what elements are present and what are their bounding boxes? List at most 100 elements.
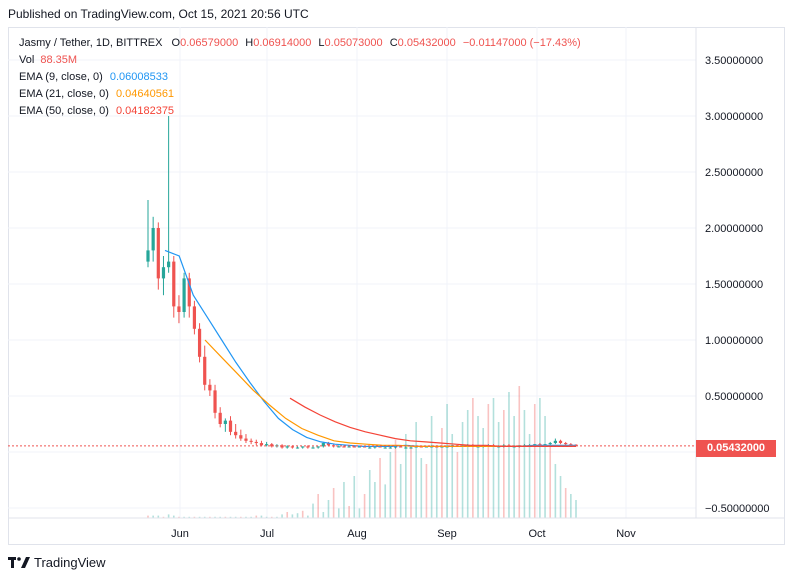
- volume-bar: [539, 398, 541, 518]
- volume-bar: [430, 416, 433, 518]
- candle-body: [347, 446, 351, 448]
- volume-bar: [281, 514, 283, 518]
- volume-bar: [260, 515, 263, 518]
- legend-vol-value: 88.35M: [40, 54, 78, 66]
- candle-body: [280, 445, 284, 448]
- candle-body: [161, 267, 166, 279]
- volume-bar: [265, 516, 268, 518]
- candle-body: [311, 447, 315, 449]
- chart-pane[interactable]: [8, 27, 785, 545]
- volume-bar: [405, 434, 407, 518]
- volume-bar: [497, 422, 500, 518]
- volume-bar: [389, 452, 392, 518]
- volume-bar: [152, 515, 154, 518]
- legend-open-value: 0.06579000: [180, 37, 239, 49]
- ema50-line: [289, 397, 576, 447]
- volume-bar: [147, 515, 149, 518]
- volume-bar: [466, 410, 469, 518]
- legend-low-value: 0.05073000: [324, 37, 383, 49]
- volume-bar: [301, 510, 304, 518]
- footer-branding[interactable]: TradingView: [8, 555, 106, 570]
- volume-bar: [523, 410, 526, 518]
- candle-body: [239, 435, 243, 439]
- candle-body: [249, 440, 253, 442]
- legend-ema9-value: 0.06008533: [109, 71, 168, 83]
- volume-bar: [307, 515, 309, 518]
- legend-symbol[interactable]: Jasmy / Tether, 1D, BITTREX: [19, 37, 163, 49]
- volume-bar: [157, 515, 160, 518]
- candle-body: [244, 438, 248, 441]
- volume-bar: [270, 516, 273, 518]
- volume-bar: [399, 464, 402, 518]
- legend-change: −0.01147000 (−17.43%): [462, 37, 581, 49]
- tradingview-logo-text: TradingView: [34, 555, 106, 570]
- volume-bar: [296, 513, 299, 518]
- volume-bar: [533, 404, 536, 518]
- volume-bar: [343, 482, 345, 518]
- legend-low-label: L: [318, 37, 325, 49]
- legend-ema50-value: 0.04182375: [115, 105, 175, 117]
- volume-bar: [544, 416, 546, 518]
- volume-bar: [554, 464, 557, 518]
- time-axis-label: Jul: [260, 528, 274, 540]
- ema21-line: [204, 339, 576, 447]
- volume-bar: [286, 512, 289, 518]
- volume-bar: [162, 516, 165, 518]
- volume-bar: [337, 508, 340, 518]
- legend-ema50-row[interactable]: EMA (50, close, 0) 0.04182375: [19, 103, 581, 120]
- volume-bar: [487, 404, 490, 518]
- volume-bar: [245, 516, 247, 518]
- volume-bar: [374, 482, 376, 518]
- volume-bar: [518, 386, 521, 518]
- volume-bar: [193, 516, 196, 518]
- candle-body: [326, 443, 331, 446]
- candle-body: [167, 261, 171, 268]
- legend-volume-row[interactable]: Vol 88.35M: [19, 52, 581, 69]
- candle-body: [306, 446, 310, 448]
- time-axis-label: Jun: [171, 528, 189, 540]
- legend-ema9-row[interactable]: EMA (9, close, 0) 0.06008533: [19, 69, 581, 86]
- candle-series: [146, 116, 578, 449]
- volume-bar: [575, 500, 577, 518]
- candle-body: [321, 443, 325, 447]
- volume-bar: [363, 494, 366, 518]
- candle-body: [388, 447, 392, 449]
- volume-bar: [379, 458, 381, 518]
- published-caption: Published on TradingView.com, Oct 15, 20…: [8, 7, 309, 21]
- candle-body: [259, 443, 264, 446]
- volume-bar: [353, 476, 356, 518]
- candle-body: [466, 445, 470, 447]
- candle-body: [197, 328, 202, 357]
- volume-bar: [214, 516, 216, 518]
- volume-bar: [477, 416, 479, 518]
- volume-bar: [425, 464, 428, 518]
- volume-bar: [358, 508, 361, 518]
- volume-bar: [410, 446, 412, 518]
- volume-bar: [203, 516, 206, 518]
- candle-body: [187, 278, 191, 307]
- price-axis-label: 0.50000000: [705, 391, 763, 403]
- price-axis-label: 1.00000000: [705, 335, 763, 347]
- candle-body: [290, 446, 294, 448]
- volume-bar: [368, 470, 371, 518]
- candle-body: [218, 412, 222, 424]
- volume-bar: [327, 500, 330, 518]
- candle-body: [409, 447, 413, 449]
- legend-ema21-row[interactable]: EMA (21, close, 0) 0.04640561: [19, 86, 581, 103]
- volume-bar: [503, 410, 505, 518]
- volume-bar: [451, 434, 454, 518]
- tradingview-logo-icon: [8, 556, 30, 568]
- price-axis-label: 3.50000000: [705, 55, 763, 67]
- volume-bar: [219, 516, 221, 518]
- candle-body: [192, 306, 197, 329]
- candle-body: [203, 356, 207, 385]
- candle-body: [301, 446, 305, 448]
- candle-body: [553, 440, 557, 444]
- candle-body: [265, 444, 269, 446]
- volume-bar: [348, 506, 350, 518]
- volume-bar: [332, 488, 335, 518]
- legend-ema9-label: EMA (9, close, 0): [19, 71, 103, 83]
- time-axis-label: Nov: [616, 528, 636, 540]
- candle-body: [254, 441, 258, 444]
